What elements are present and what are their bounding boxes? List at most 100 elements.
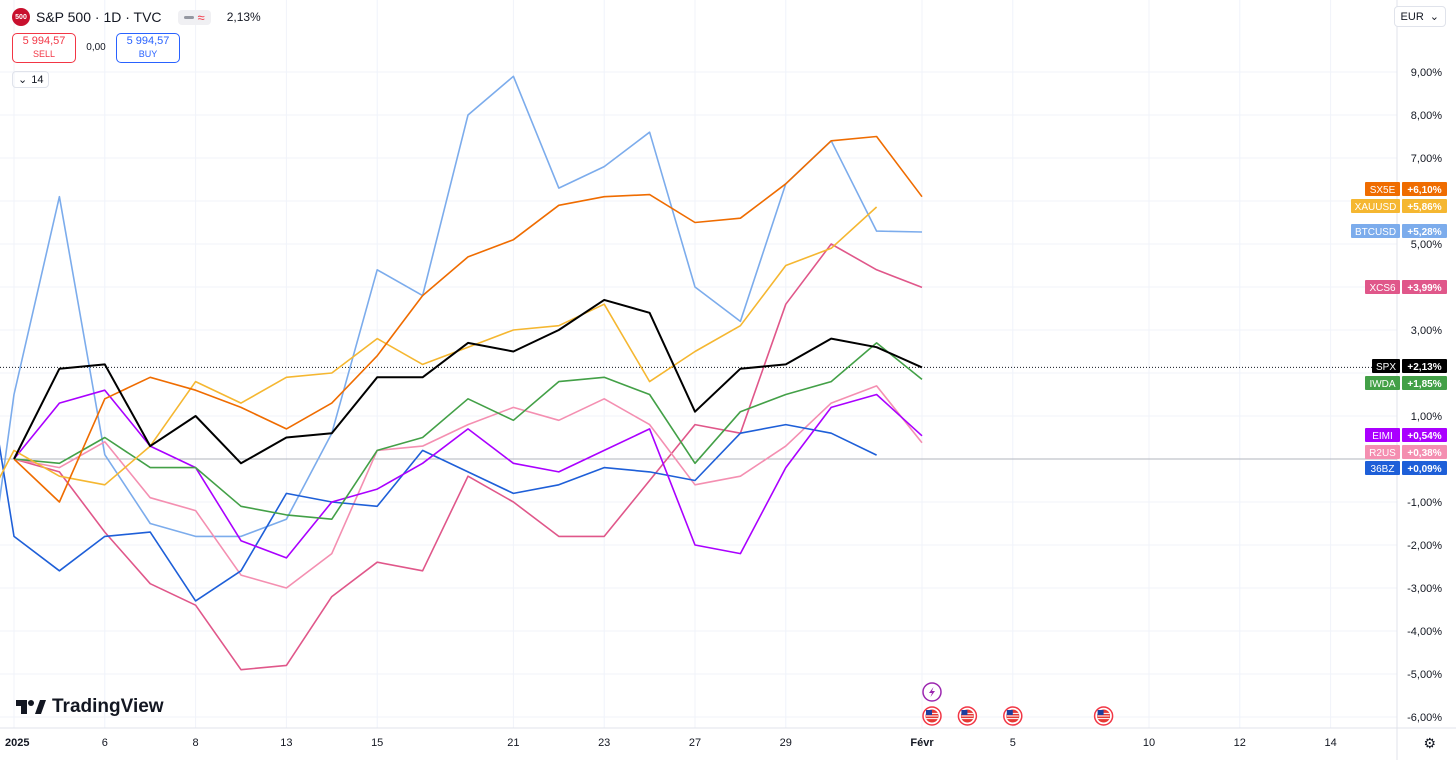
x-tick-label: 6 (102, 737, 108, 749)
series-line-xcs6[interactable] (13, 243, 923, 671)
y-tick-label: -2,00% (1407, 540, 1442, 552)
price-label-value-bg (1402, 359, 1447, 373)
currency-value: EUR (1400, 10, 1424, 23)
chevron-down-icon: ⌄ (1429, 11, 1439, 23)
price-label-value: +1,85% (1407, 379, 1441, 390)
flag-canton (1006, 710, 1013, 715)
currency-select[interactable]: EUR ⌄ (1393, 6, 1446, 27)
y-tick-label: 8,00% (1411, 110, 1442, 122)
price-label-value: +0,09% (1407, 464, 1441, 475)
y-tick-label: 3,00% (1411, 325, 1442, 337)
x-tick-label: 13 (280, 737, 292, 749)
price-label-name-bg (1365, 182, 1400, 196)
series-line-btcusd[interactable] (0, 75, 923, 538)
brand-name: TradingView (52, 696, 164, 717)
series-line-iwda[interactable] (13, 342, 923, 521)
sell-label: SELL (32, 49, 56, 59)
price-label-value: +5,86% (1407, 202, 1441, 213)
y-tick-label: -5,00% (1407, 669, 1442, 681)
price-label-name: SX5E (1370, 185, 1396, 196)
x-tick-label: 21 (507, 737, 519, 749)
series-line-r2us[interactable] (13, 385, 923, 589)
x-tick-label: 12 (1234, 737, 1246, 749)
x-tick-label: Févr (910, 737, 934, 749)
price-label-name: BTCUSD (1355, 227, 1396, 238)
sell-price: 5 994,57 (22, 35, 66, 47)
price-label-name: R2US (1369, 448, 1396, 459)
price-label-name-bg (1365, 445, 1400, 459)
symbol-header: 500 S&P 500 · 1D · TVC ≈ 2,13% (12, 8, 261, 26)
price-label-name-bg (1365, 280, 1400, 294)
price-label-value-bg (1402, 224, 1447, 238)
wave-icon: ≈ (197, 9, 205, 25)
y-tick-label: -1,00% (1407, 497, 1442, 509)
x-tick-label: 2025 (5, 737, 29, 749)
x-tick-label: 29 (780, 737, 792, 749)
flag-canton (961, 710, 968, 715)
series-line-xauusd[interactable] (0, 206, 878, 486)
price-label-value-bg (1402, 376, 1447, 390)
x-tick-label: 14 (1324, 737, 1336, 749)
price-label-value: +6,10% (1407, 185, 1441, 196)
price-label-value: +3,99% (1407, 283, 1441, 294)
buy-price: 5 994,57 (126, 35, 170, 47)
price-label-name: 36BZ (1371, 464, 1395, 475)
price-label-name-bg (1351, 224, 1400, 238)
price-label-value: +5,28% (1407, 227, 1441, 238)
y-tick-label: -6,00% (1407, 712, 1442, 724)
tradingview-logo[interactable]: TradingView (16, 696, 164, 718)
price-label-value-bg (1402, 182, 1447, 196)
price-label-name-bg (1365, 376, 1400, 390)
indicator-count: 14 (31, 73, 44, 86)
y-tick-label: 5,00% (1411, 239, 1442, 251)
price-label-name-bg (1372, 359, 1400, 373)
buy-label: BUY (138, 49, 158, 59)
y-tick-label: 9,00% (1411, 67, 1442, 79)
x-tick-label: 10 (1143, 737, 1155, 749)
price-label-value: +0,54% (1407, 431, 1441, 442)
symbol-title[interactable]: S&P 500 · 1D · TVC (36, 9, 162, 25)
series-line-eimi[interactable] (13, 389, 923, 559)
x-tick-label: 8 (193, 737, 199, 749)
x-tick-label: 5 (1010, 737, 1016, 749)
price-label-name: IWDA (1369, 379, 1395, 390)
y-tick-label: 1,00% (1411, 411, 1442, 423)
price-label-name: XCS6 (1369, 283, 1396, 294)
series-line-spx[interactable] (13, 298, 923, 465)
price-label-value: +0,38% (1407, 448, 1441, 459)
indicators-toggle[interactable]: ⌄ 14 (12, 71, 50, 88)
y-tick-label: -3,00% (1407, 583, 1442, 595)
buy-button[interactable]: 5 994,57 BUY (116, 33, 180, 63)
price-label-name: SPX (1376, 362, 1396, 373)
sell-button[interactable]: 5 994,57 SELL (12, 33, 76, 63)
price-label-name-bg (1365, 428, 1400, 442)
settings-gear-icon[interactable]: ⚙ (1423, 735, 1436, 751)
visibility-toggle[interactable]: ≈ (177, 9, 211, 25)
tradingview-logo-icon (16, 700, 46, 714)
price-label-name: XAUUSD (1355, 202, 1397, 213)
series-line-36bz[interactable] (0, 423, 877, 602)
spread-value: 0,00 (86, 42, 106, 53)
change-percent: 2,13% (226, 10, 261, 24)
sp500-logo-icon: 500 (12, 8, 30, 26)
price-label-value: +2,13% (1407, 362, 1441, 373)
flag-canton (1097, 710, 1104, 715)
lightning-bolt (929, 687, 935, 697)
trade-buttons: 5 994,57 SELL 0,00 5 994,57 BUY (12, 33, 180, 63)
price-label-name-bg (1365, 461, 1400, 475)
y-tick-label: -4,00% (1407, 626, 1442, 638)
flag-canton (926, 710, 932, 715)
price-label-value-bg (1402, 428, 1447, 442)
price-label-value-bg (1402, 445, 1447, 459)
series-line-sx5e[interactable] (13, 135, 923, 503)
minus-icon (183, 15, 194, 19)
x-tick-label: 23 (598, 737, 610, 749)
price-label-value-bg (1402, 461, 1447, 475)
y-tick-label: 7,00% (1411, 153, 1442, 165)
price-label-name-bg (1351, 199, 1400, 213)
x-tick-label: 27 (689, 737, 701, 749)
x-tick-label: 15 (371, 737, 383, 749)
price-label-name: EIMI (1372, 431, 1393, 442)
price-label-value-bg (1402, 280, 1447, 294)
